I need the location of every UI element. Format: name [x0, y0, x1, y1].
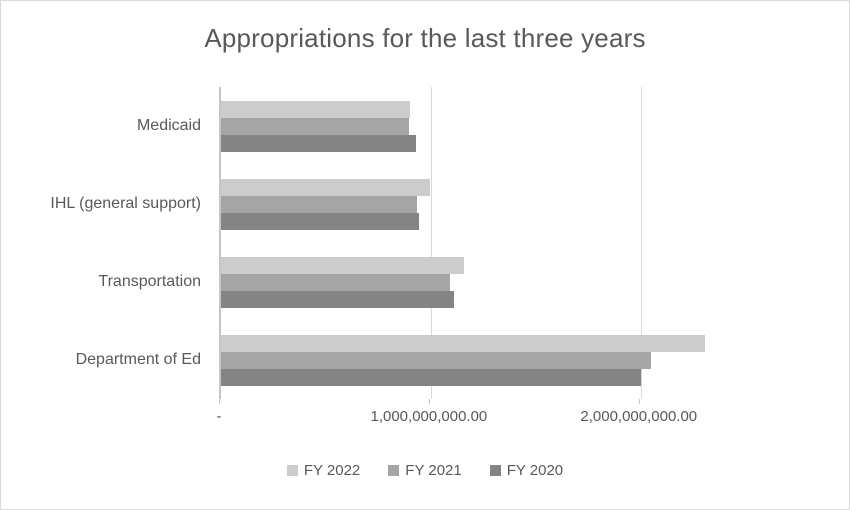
bar — [221, 100, 410, 118]
x-tick-label: 1,000,000,000.00 — [370, 408, 488, 425]
x-axis-labels: - 1,000,000,000.00 2,000,000,000.00 — [216, 408, 771, 430]
bar — [221, 290, 454, 308]
x-tick-label: 2,000,000,000.00 — [580, 408, 698, 425]
bar — [221, 334, 705, 352]
legend-item: FY 2022 — [286, 462, 361, 479]
bar — [221, 178, 430, 196]
x-axis-ticks — [219, 399, 771, 405]
chart-title: Appropriations for the last three years — [204, 23, 646, 53]
bar — [221, 368, 641, 386]
legend-item: FY 2020 — [489, 462, 564, 479]
bar — [221, 134, 417, 152]
category-label: Department of Ed — [75, 351, 201, 368]
bar — [221, 195, 418, 213]
x-tick-mark — [219, 399, 220, 404]
bar — [221, 273, 450, 291]
plot-area — [219, 87, 773, 399]
x-tick-label: - — [216, 408, 222, 425]
category-band — [221, 165, 773, 243]
category-label: Medicaid — [136, 117, 201, 134]
legend-label: FY 2022 — [303, 462, 361, 479]
legend-label: FY 2021 — [405, 462, 462, 479]
bar — [221, 351, 652, 369]
legend-label: FY 2020 — [506, 462, 564, 479]
x-tick-mark — [428, 399, 430, 404]
legend: FY 2022 FY 2021 FY 2020 — [1, 462, 849, 479]
category-label: IHL (general support) — [50, 195, 201, 212]
gridline — [430, 87, 432, 399]
category-band — [221, 87, 773, 165]
gridline — [640, 87, 642, 399]
category-band — [221, 321, 773, 399]
legend-item: FY 2021 — [388, 462, 462, 479]
legend-swatch-icon — [388, 465, 400, 476]
bar — [221, 212, 420, 230]
bar — [221, 256, 465, 274]
category-label: Transportation — [98, 273, 201, 290]
bar — [221, 117, 409, 135]
legend-swatch-icon — [286, 465, 298, 476]
category-band — [221, 243, 773, 321]
legend-swatch-icon — [489, 465, 501, 476]
category-axis: Medicaid IHL (general support) Transportat… — [1, 87, 211, 399]
x-tick-mark — [638, 399, 640, 404]
